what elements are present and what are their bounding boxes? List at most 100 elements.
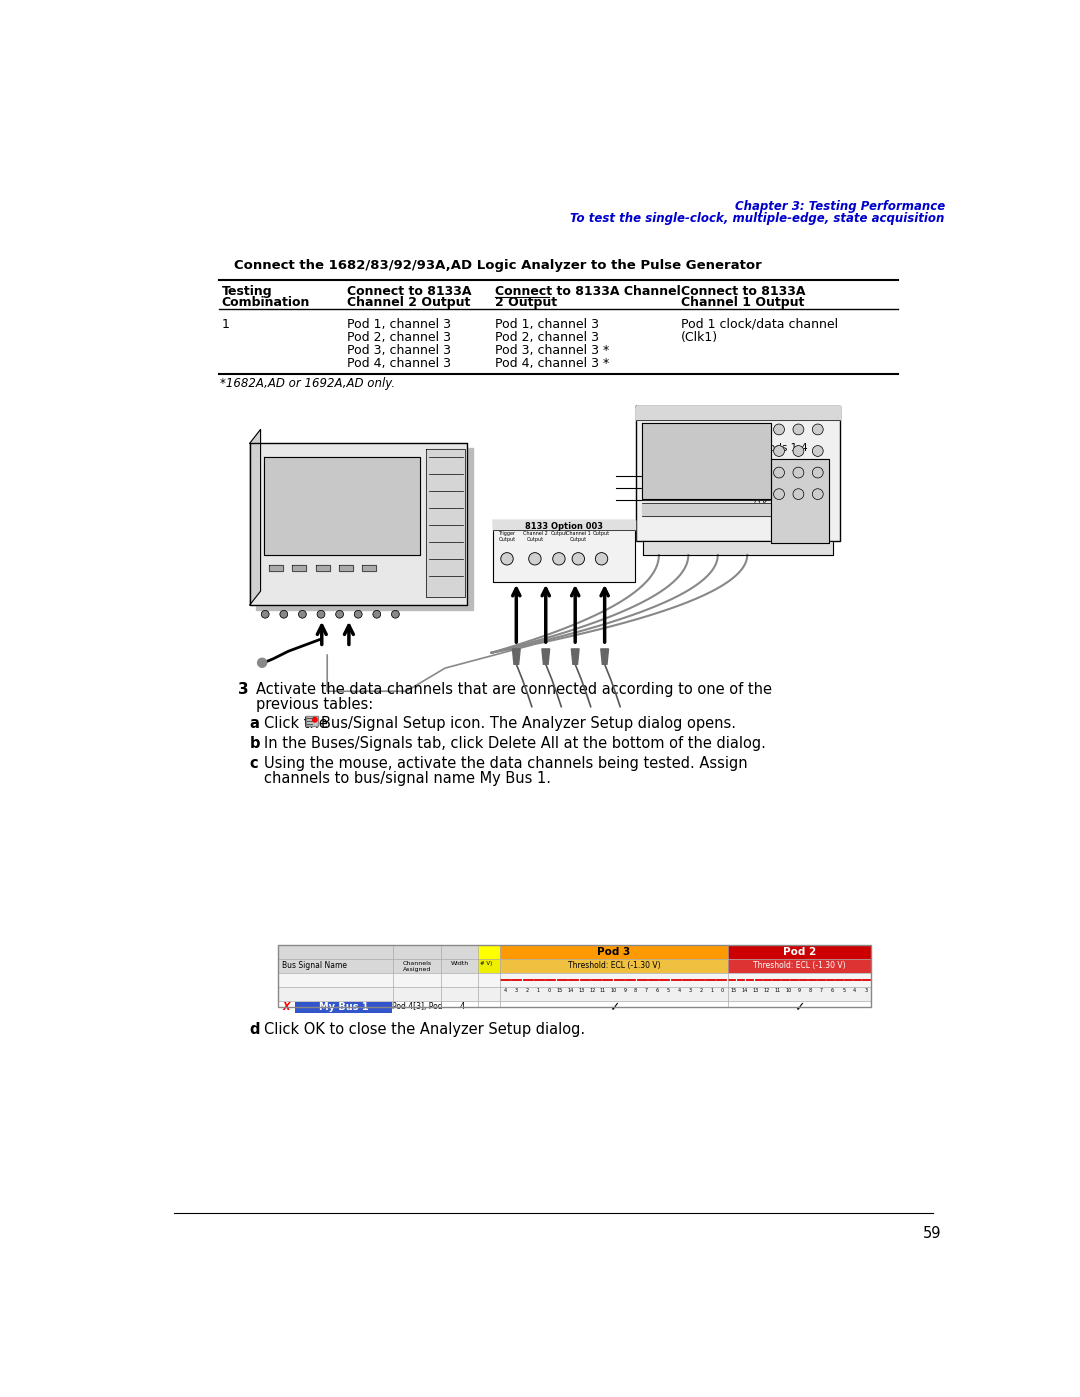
Bar [315,564,329,571]
Text: Pod 1, channel 3: Pod 1, channel 3 [348,317,451,331]
Circle shape [501,553,513,564]
Bar [269,564,283,571]
FancyArrowPatch shape [542,588,550,643]
Text: 0: 0 [548,989,551,993]
Circle shape [261,610,269,617]
Text: Click OK to close the Analyzer Setup dialog.: Click OK to close the Analyzer Setup dia… [265,1023,585,1038]
Bar [441,960,478,974]
Text: 6: 6 [656,989,659,993]
Bar [478,960,500,974]
Text: 15: 15 [730,989,737,993]
Text: DATA: DATA [748,488,768,497]
Text: 4: 4 [677,989,680,993]
Text: Threshold: ECL (-1.30 V): Threshold: ECL (-1.30 V) [753,961,846,970]
Text: 13: 13 [753,989,758,993]
Text: Pod 1, channel 3: Pod 1, channel 3 [495,317,598,331]
Circle shape [773,489,784,500]
Text: Channel 1 Output: Channel 1 Output [680,296,804,309]
Polygon shape [636,407,840,420]
Circle shape [595,553,608,564]
Text: b: b [249,736,260,752]
Text: 4: 4 [459,1002,464,1011]
Text: 7: 7 [820,989,823,993]
Text: # V): # V) [480,961,492,965]
Text: ✓: ✓ [609,1002,619,1014]
FancyArrowPatch shape [571,588,579,643]
Circle shape [773,446,784,457]
Circle shape [812,467,823,478]
Text: Pod 2, channel 3: Pod 2, channel 3 [348,331,451,344]
Circle shape [298,610,307,617]
Circle shape [793,425,804,434]
Text: 1: 1 [537,989,540,993]
Text: Width: Width [450,961,469,965]
Text: Using the mouse, activate the data channels being tested. Assign: Using the mouse, activate the data chann… [265,756,748,771]
Text: In the Buses/Signals tab, click Delete All at the bottom of the dialog.: In the Buses/Signals tab, click Delete A… [265,736,767,752]
Bar [293,564,307,571]
Text: 8: 8 [809,989,812,993]
Polygon shape [427,450,465,598]
Text: channels to bus/signal name My Bus 1.: channels to bus/signal name My Bus 1. [265,771,552,785]
Text: Pod 4, channel 3: Pod 4, channel 3 [348,358,451,370]
Text: ✓: ✓ [794,1002,805,1014]
Polygon shape [571,648,579,665]
Text: 1: 1 [710,989,713,993]
Polygon shape [249,443,467,605]
Text: 2: 2 [526,989,529,993]
Circle shape [793,489,804,500]
Polygon shape [770,458,828,543]
Circle shape [793,446,804,457]
Text: 5: 5 [666,989,670,993]
Circle shape [318,610,325,617]
Text: Pod 4[3], Pod: Pod 4[3], Pod [392,1002,443,1011]
Polygon shape [249,429,260,605]
Text: My Bus 1: My Bus 1 [319,1002,368,1013]
Text: CLK: CLK [754,500,768,510]
FancyArrowPatch shape [602,588,608,643]
Bar [279,946,872,1007]
Text: 0: 0 [720,989,724,993]
Text: Pod 3, channel 3 *: Pod 3, channel 3 * [495,344,609,358]
Bar [279,946,478,960]
Text: 10: 10 [611,989,617,993]
Polygon shape [600,648,608,665]
Circle shape [793,467,804,478]
Circle shape [312,718,318,722]
Text: To test the single-clock, multiple-edge, state acquisition: To test the single-clock, multiple-edge,… [570,212,945,225]
Text: 3: 3 [864,989,867,993]
Text: 4: 4 [853,989,856,993]
Polygon shape [642,423,771,499]
Circle shape [373,610,380,617]
Text: Pod 1 clock/data channel: Pod 1 clock/data channel [680,317,838,331]
Text: Bus Signal Name: Bus Signal Name [282,961,348,970]
Text: 14: 14 [741,989,747,993]
Text: Click the: Click the [265,715,328,731]
Bar [296,1002,392,1013]
Circle shape [336,610,343,617]
Text: 14: 14 [567,989,573,993]
FancyArrowPatch shape [513,588,519,643]
Polygon shape [494,520,635,583]
Text: 5: 5 [842,989,846,993]
Bar [339,564,353,571]
Text: 11: 11 [600,989,606,993]
Text: Connect to 8133A: Connect to 8133A [348,285,472,299]
Text: X: X [282,1002,289,1013]
Text: 1: 1 [221,317,230,331]
Text: Connect to 8133A Channel: Connect to 8133A Channel [495,285,680,299]
Bar [279,1000,872,1014]
Text: 10: 10 [785,989,792,993]
Bar [500,960,728,974]
Text: 4: 4 [504,989,507,993]
Circle shape [392,610,400,617]
Circle shape [812,425,823,434]
Text: 12: 12 [764,989,770,993]
Text: 12: 12 [589,989,595,993]
Circle shape [354,610,362,617]
Polygon shape [636,407,840,541]
Bar [393,960,441,974]
Text: a: a [249,715,259,731]
Text: Connect the 1682/83/92/93A,AD Logic Analyzer to the Pulse Generator: Connect the 1682/83/92/93A,AD Logic Anal… [234,258,762,271]
Text: Testing: Testing [221,285,272,299]
Circle shape [812,489,823,500]
